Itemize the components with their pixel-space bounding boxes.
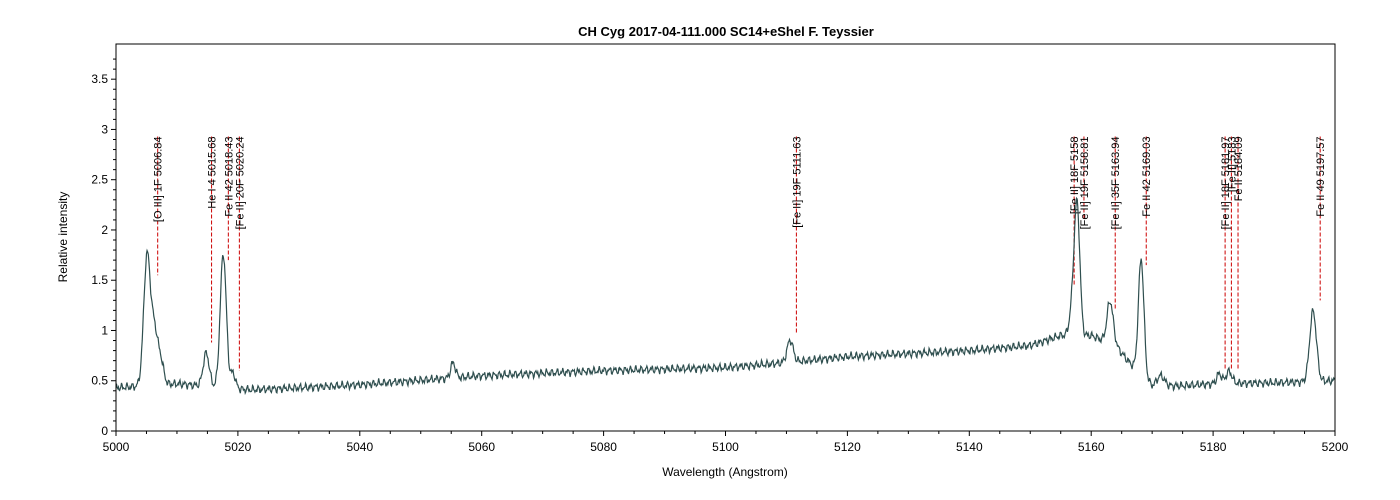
x-tick-label: 5200 — [1322, 440, 1349, 454]
x-tick-label: 5100 — [712, 440, 739, 454]
line-label: [Fe II] 35F 5163.94 — [1110, 136, 1122, 229]
line-annotations: [O III] 1F 5006.84 He I 4 5015.68 Fe II 42… — [153, 136, 1327, 371]
line-label: Fe II 42 5169.03 — [1141, 136, 1153, 216]
spectrum-line — [115, 196, 1336, 396]
y-axis: 0 0.5 1 1.5 2 2.5 3 3.5 — [91, 58, 116, 438]
x-axis-label: Wavelength (Angstrom) — [662, 465, 788, 479]
chart-title: CH Cyg 2017-04-111.000 SC14+eShel F. Tey… — [578, 24, 874, 39]
y-tick-label: 0 — [101, 424, 108, 438]
line-label: [Fe II] 18F 5158 — [1069, 136, 1081, 214]
line-label: [O III] 1F 5006.84 — [153, 136, 165, 222]
line-label: Fe II 42 5018.43 — [223, 136, 235, 216]
y-tick-label: 1.5 — [91, 273, 108, 287]
line-label: [Fe II] 20F 5020.24 — [234, 136, 246, 229]
x-tick-label: 5000 — [103, 440, 130, 454]
y-tick-label: 3 — [101, 122, 108, 136]
x-tick-label: 5060 — [468, 440, 495, 454]
line-label: [Fe II] 5183 — [1226, 136, 1238, 192]
line-label: Fe II 5184.09 — [1233, 136, 1245, 201]
y-tick-label: 0.5 — [91, 374, 108, 388]
x-tick-label: 5020 — [225, 440, 252, 454]
y-tick-label: 2 — [101, 223, 108, 237]
y-tick-label: 2.5 — [91, 173, 108, 187]
x-tick-label: 5080 — [590, 440, 617, 454]
y-axis-label: Relative intensity — [56, 192, 70, 283]
line-label: [Fe II] 19F 5158.81 — [1079, 136, 1091, 229]
y-tick-label: 1 — [101, 323, 108, 337]
x-tick-label: 5120 — [834, 440, 861, 454]
x-tick-label: 5180 — [1200, 440, 1227, 454]
y-tick-label: 3.5 — [91, 72, 108, 86]
x-tick-label: 5160 — [1078, 440, 1105, 454]
line-label: [Fe II] 18F 5181.97 — [1220, 136, 1232, 229]
x-axis: 5000 5020 5040 5060 5080 5100 5120 5140 5160 5180… — [103, 431, 1349, 454]
line-label: Fe II 49 5197.57 — [1315, 136, 1327, 216]
line-label: He I 4 5015.68 — [207, 136, 219, 208]
line-label: [Fe II] 19F 5111.63 — [791, 136, 803, 227]
x-tick-label: 5040 — [346, 440, 373, 454]
plot-frame — [115, 43, 1336, 432]
x-tick-label: 5140 — [956, 440, 983, 454]
